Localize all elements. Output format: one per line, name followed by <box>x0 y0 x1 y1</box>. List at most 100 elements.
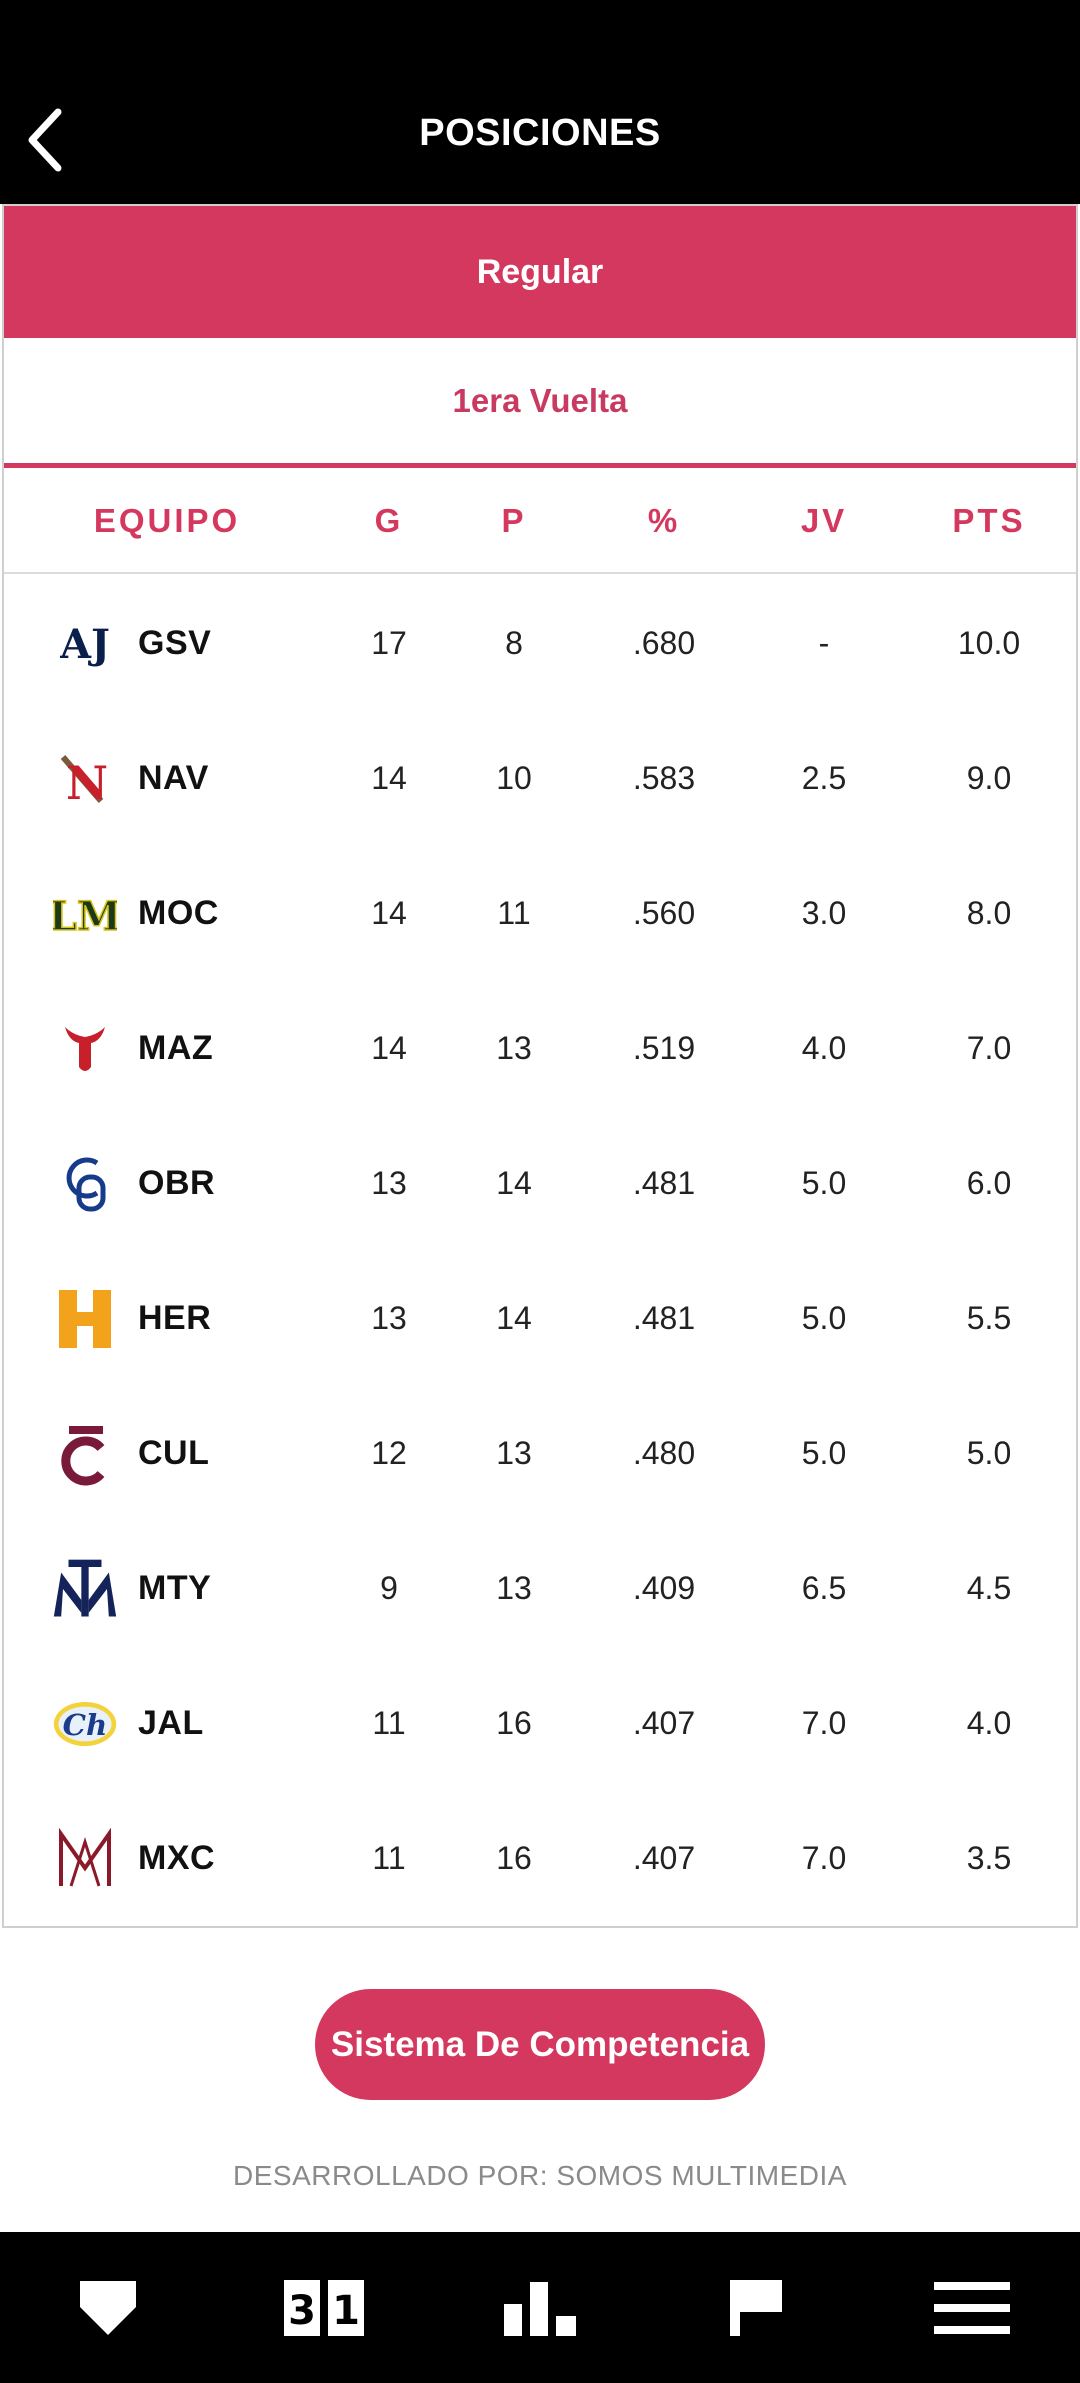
games-lost: 13 <box>496 1570 532 1606</box>
team-abbr: HER <box>138 1299 212 1337</box>
win-pct: .409 <box>632 1570 696 1606</box>
chevron-left-icon <box>28 108 62 172</box>
points: 6.0 <box>966 1165 1012 1201</box>
points: 8.0 <box>966 895 1012 931</box>
home-plate-icon <box>80 2280 136 2335</box>
team-abbr: MXC <box>138 1839 216 1877</box>
nav-standings[interactable] <box>470 2232 610 2383</box>
table-row[interactable]: MAZ 14 13 .519 4.0 7.0 <box>4 981 1076 1116</box>
nav-flag[interactable] <box>686 2232 826 2383</box>
table-row[interactable]: AJ GSV 17 8 .680 - 10.0 <box>4 576 1076 711</box>
column-header-pct[interactable]: % <box>647 502 681 539</box>
win-pct: .480 <box>632 1435 696 1471</box>
column-header-pts[interactable]: PTS <box>952 502 1026 539</box>
games-won: 14 <box>371 760 407 796</box>
points: 3.5 <box>966 1840 1012 1876</box>
table-row[interactable]: Ch JAL 11 16 .407 7.0 4.0 <box>4 1656 1076 1791</box>
team-abbr: MAZ <box>138 1029 214 1067</box>
cul-logo-icon <box>52 1421 118 1487</box>
table-row[interactable]: MXC 11 16 .407 7.0 3.5 <box>4 1791 1076 1926</box>
games-won: 13 <box>371 1300 407 1336</box>
competition-system-button[interactable]: Sistema De Competencia <box>315 1989 765 2100</box>
win-pct: .407 <box>632 1840 696 1876</box>
games-lost: 13 <box>496 1435 532 1471</box>
team-abbr: CUL <box>138 1434 210 1472</box>
column-header-equipo[interactable]: EQUIPO <box>93 502 241 539</box>
round-tab-1era-vuelta[interactable]: 1era Vuelta <box>4 338 1076 468</box>
games-won: 11 <box>372 1705 406 1741</box>
team-abbr: MTY <box>138 1569 212 1607</box>
nav-logo-icon: N <box>52 746 118 812</box>
table-row[interactable]: N NAV 14 10 .583 2.5 9.0 <box>4 711 1076 846</box>
standings-card: Regular 1era Vuelta EQUIPO G P % JV PTS … <box>2 204 1078 1928</box>
games-won: 14 <box>371 895 407 931</box>
games-behind: 4.0 <box>801 1030 847 1066</box>
points: 4.0 <box>966 1705 1012 1741</box>
win-pct: .560 <box>632 895 696 931</box>
table-row[interactable]: LM MOC 14 11 .560 3.0 8.0 <box>4 846 1076 981</box>
team-abbr: NAV <box>138 759 209 797</box>
games-won: 17 <box>371 625 407 661</box>
column-header-p[interactable]: P <box>501 502 527 539</box>
table-row[interactable]: HER 13 14 .481 5.0 5.5 <box>4 1251 1076 1386</box>
win-pct: .519 <box>632 1030 696 1066</box>
table-row[interactable]: CUL 12 13 .480 5.0 5.0 <box>4 1386 1076 1521</box>
points: 10.0 <box>957 625 1021 661</box>
win-pct: .481 <box>632 1165 696 1201</box>
standings-rows: AJ GSV 17 8 .680 - 10.0 N NAV 14 10 <box>4 576 1076 1926</box>
bottom-nav: 3 1 <box>0 2232 1080 2383</box>
games-lost: 13 <box>496 1030 532 1066</box>
obr-logo-icon <box>52 1151 118 1217</box>
back-button[interactable] <box>12 100 76 180</box>
win-pct: .407 <box>632 1705 696 1741</box>
points: 9.0 <box>966 760 1012 796</box>
column-header-g[interactable]: G <box>374 502 404 539</box>
games-lost: 14 <box>496 1300 532 1336</box>
games-won: 13 <box>371 1165 407 1201</box>
points: 7.0 <box>966 1030 1012 1066</box>
nav-home[interactable] <box>38 2232 178 2383</box>
games-lost: 16 <box>496 1840 532 1876</box>
standings-chart-icon <box>504 2281 576 2336</box>
games-behind: 7.0 <box>801 1705 847 1741</box>
games-lost: 11 <box>497 895 531 931</box>
table-row[interactable]: MTY 9 13 .409 6.5 4.5 <box>4 1521 1076 1656</box>
moc-logo-icon: LM <box>52 881 118 947</box>
games-behind: 5.0 <box>801 1435 847 1471</box>
top-bar: POSICIONES <box>0 0 1080 204</box>
mxc-logo-icon <box>52 1826 118 1892</box>
maz-logo-icon <box>52 1016 118 1082</box>
flag-icon <box>730 2279 782 2336</box>
developer-credits: DESARROLLADO POR: SOMOS MULTIMEDIA <box>233 2160 847 2191</box>
mty-logo-icon <box>52 1556 118 1622</box>
games-behind: 2.5 <box>801 760 847 796</box>
points: 5.5 <box>966 1300 1012 1336</box>
win-pct: .583 <box>632 760 696 796</box>
svg-text:LM: LM <box>53 893 117 940</box>
nav-scores[interactable]: 3 1 <box>254 2232 394 2383</box>
nav-menu[interactable] <box>902 2232 1042 2383</box>
points: 4.5 <box>966 1570 1012 1606</box>
svg-text:Ch: Ch <box>63 1707 108 1742</box>
her-logo-icon <box>52 1286 118 1352</box>
points: 5.0 <box>966 1435 1012 1471</box>
jal-logo-icon: Ch <box>52 1691 118 1757</box>
column-header-jv[interactable]: JV <box>800 502 848 539</box>
svg-text:AJ: AJ <box>60 621 110 668</box>
team-abbr: MOC <box>138 894 219 932</box>
scoreboard-icon: 3 1 <box>284 2279 364 2336</box>
games-behind: 7.0 <box>801 1840 847 1876</box>
phase-tab-regular[interactable]: Regular <box>4 206 1076 338</box>
games-lost: 8 <box>505 625 523 661</box>
games-lost: 14 <box>496 1165 532 1201</box>
games-behind: 6.5 <box>801 1570 847 1606</box>
games-behind: 5.0 <box>801 1300 847 1336</box>
table-header: EQUIPO G P % JV PTS <box>4 468 1076 574</box>
team-abbr: OBR <box>138 1164 216 1202</box>
games-won: 14 <box>371 1030 407 1066</box>
games-lost: 16 <box>496 1705 532 1741</box>
games-won: 11 <box>372 1840 406 1876</box>
team-abbr: GSV <box>138 624 212 662</box>
table-row[interactable]: OBR 13 14 .481 5.0 6.0 <box>4 1116 1076 1251</box>
games-behind: 3.0 <box>801 895 847 931</box>
